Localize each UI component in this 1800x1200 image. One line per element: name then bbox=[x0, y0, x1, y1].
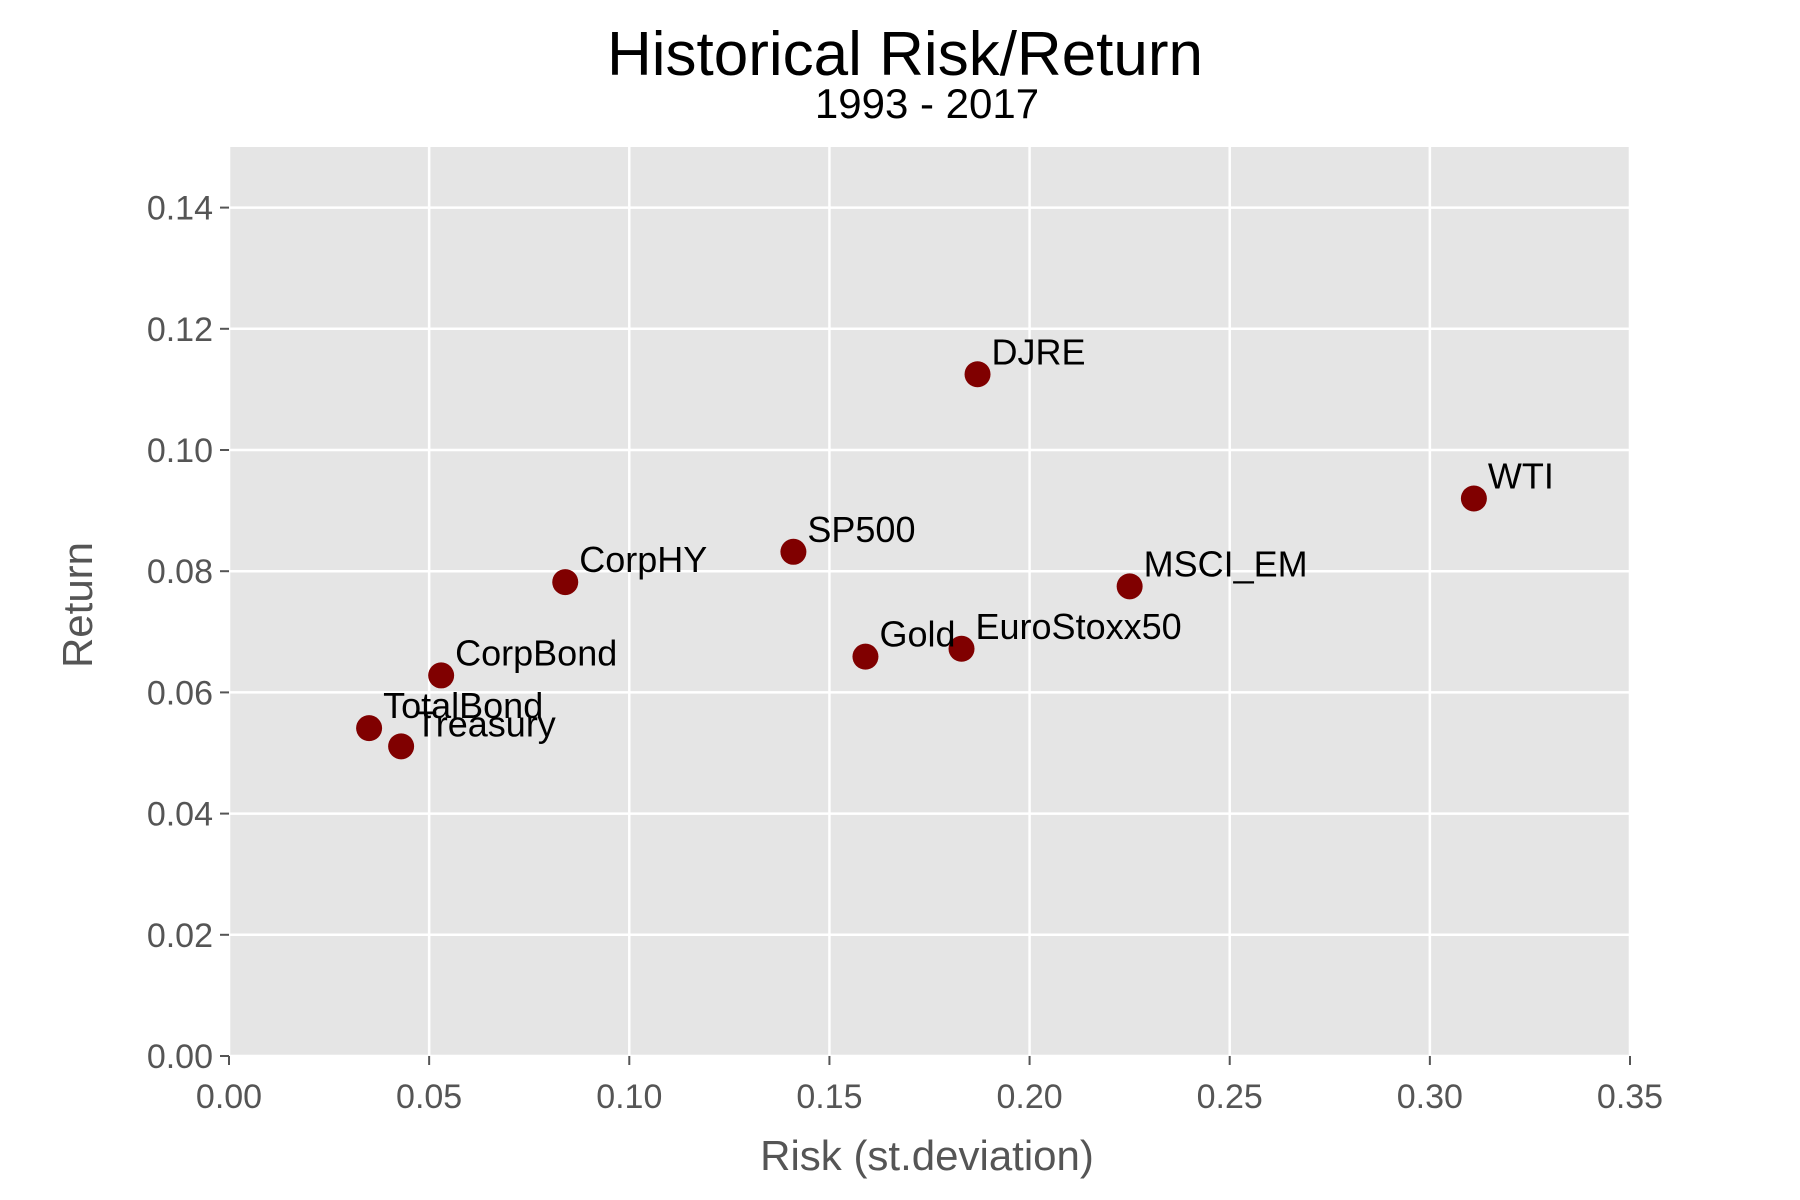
y-tick-label: 0.04 bbox=[147, 796, 213, 834]
grid bbox=[227, 147, 1632, 1058]
point-label: TotalBond bbox=[383, 685, 543, 726]
y-axis-label: Return bbox=[54, 542, 101, 668]
point-label: Treasury bbox=[415, 703, 556, 744]
scatter-point bbox=[388, 733, 415, 760]
point-label: CorpBond bbox=[455, 632, 617, 673]
plot-area bbox=[229, 147, 1630, 1056]
scatter-point bbox=[428, 662, 455, 689]
scatter-point bbox=[552, 569, 579, 596]
x-tick-label: 0.10 bbox=[596, 1078, 662, 1116]
point-label: CorpHY bbox=[579, 539, 707, 580]
y-tick-label: 0.14 bbox=[147, 190, 213, 228]
x-tick-label: 0.30 bbox=[1397, 1078, 1463, 1116]
scatter-point bbox=[780, 538, 807, 565]
scatter-point bbox=[356, 715, 383, 742]
chart-subtitle: 1993 - 2017 bbox=[815, 80, 1039, 127]
x-tick-label: 0.20 bbox=[996, 1078, 1062, 1116]
y-tick-label: 0.08 bbox=[147, 553, 213, 591]
y-tick-label: 0.02 bbox=[147, 917, 213, 955]
data-points: DJRE WTI SP500 CorpHY MSCI_EM EuroStoxx50 Gold… bbox=[356, 331, 1554, 760]
y-tick-label: 0.12 bbox=[147, 311, 213, 349]
scatter-point bbox=[948, 635, 975, 662]
x-tick-label: 0.25 bbox=[1197, 1078, 1263, 1116]
y-tick-label: 0.06 bbox=[147, 674, 213, 712]
x-tick-label: 0.00 bbox=[196, 1078, 262, 1116]
y-tick-label: 0.00 bbox=[147, 1038, 213, 1076]
x-axis-label: Risk (st.deviation) bbox=[760, 1132, 1094, 1179]
x-tick-label: 0.15 bbox=[796, 1078, 862, 1116]
scatter-point bbox=[964, 361, 991, 388]
scatter-point bbox=[1116, 573, 1143, 600]
scatter-point bbox=[1460, 485, 1487, 512]
x-tick-label: 0.35 bbox=[1597, 1078, 1663, 1116]
chart-title: Historical Risk/Return bbox=[607, 20, 1203, 89]
axis-ticks: 0.00 0.05 0.10 0.15 0.20 0.25 0.30 0.35 0.00 0.02… bbox=[147, 190, 1663, 1116]
scatter-point bbox=[852, 643, 879, 670]
point-label: EuroStoxx50 bbox=[976, 606, 1182, 647]
point-label: MSCI_EM bbox=[1144, 543, 1308, 584]
point-label: DJRE bbox=[992, 331, 1086, 372]
y-tick-label: 0.10 bbox=[147, 432, 213, 470]
point-label: WTI bbox=[1488, 455, 1554, 496]
x-tick-label: 0.05 bbox=[396, 1078, 462, 1116]
point-label: Gold bbox=[879, 614, 955, 655]
point-label: SP500 bbox=[807, 509, 915, 550]
